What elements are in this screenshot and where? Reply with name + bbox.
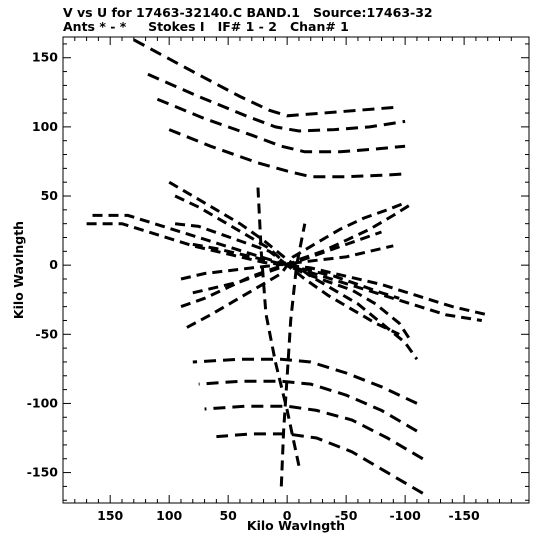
uv-track <box>192 357 418 405</box>
y-tick-label: 50 <box>41 188 59 203</box>
x-tick-label: -100 <box>389 508 421 523</box>
tick-labels: 150 100 50 0 -50 -100 -150 150 100 50 0 -50 -100 -150 <box>27 50 480 523</box>
y-tick-label: -50 <box>35 326 58 341</box>
x-axis-label: Kilo Wavlngth <box>247 518 345 533</box>
y-tick-label: 150 <box>32 50 58 65</box>
ticks <box>62 37 529 503</box>
uv-track <box>174 222 413 343</box>
uv-track <box>133 38 394 118</box>
x-tick-label: 50 <box>219 508 237 523</box>
uv-track <box>168 128 406 179</box>
uv-track <box>192 230 382 295</box>
x-tick-label: 100 <box>156 508 182 523</box>
uv-track <box>198 379 418 433</box>
x-tick-label: -150 <box>448 508 480 523</box>
plot-frame <box>62 36 530 504</box>
y-tick-label: 0 <box>49 257 58 272</box>
uv-track <box>168 180 419 361</box>
uv-track <box>256 182 301 467</box>
uv-track <box>147 72 406 133</box>
uv-track <box>279 223 307 487</box>
chart-subtitle: Ants * - * Stokes I IF# 1 - 2 Chan# 1 <box>63 19 349 34</box>
y-tick-label: -150 <box>27 465 59 480</box>
uv-track <box>186 201 406 329</box>
uv-track <box>180 244 394 281</box>
data-marks <box>86 38 489 495</box>
uv-track <box>216 432 424 495</box>
uv-track <box>156 97 406 154</box>
x-tick-label: -50 <box>335 508 358 523</box>
uv-track <box>92 213 483 322</box>
uv-track <box>86 222 489 317</box>
x-tick-label: 0 <box>283 508 292 523</box>
x-tick-label: 150 <box>97 508 123 523</box>
y-tick-label: -100 <box>27 395 59 410</box>
y-axis-label: Kilo Wavlngth <box>11 221 26 319</box>
uv-track <box>192 242 400 300</box>
chart-title: V vs U for 17463-32140.C BAND.1 Source:1… <box>63 5 433 20</box>
uv-track <box>204 404 424 461</box>
y-tick-label: 100 <box>32 119 58 134</box>
